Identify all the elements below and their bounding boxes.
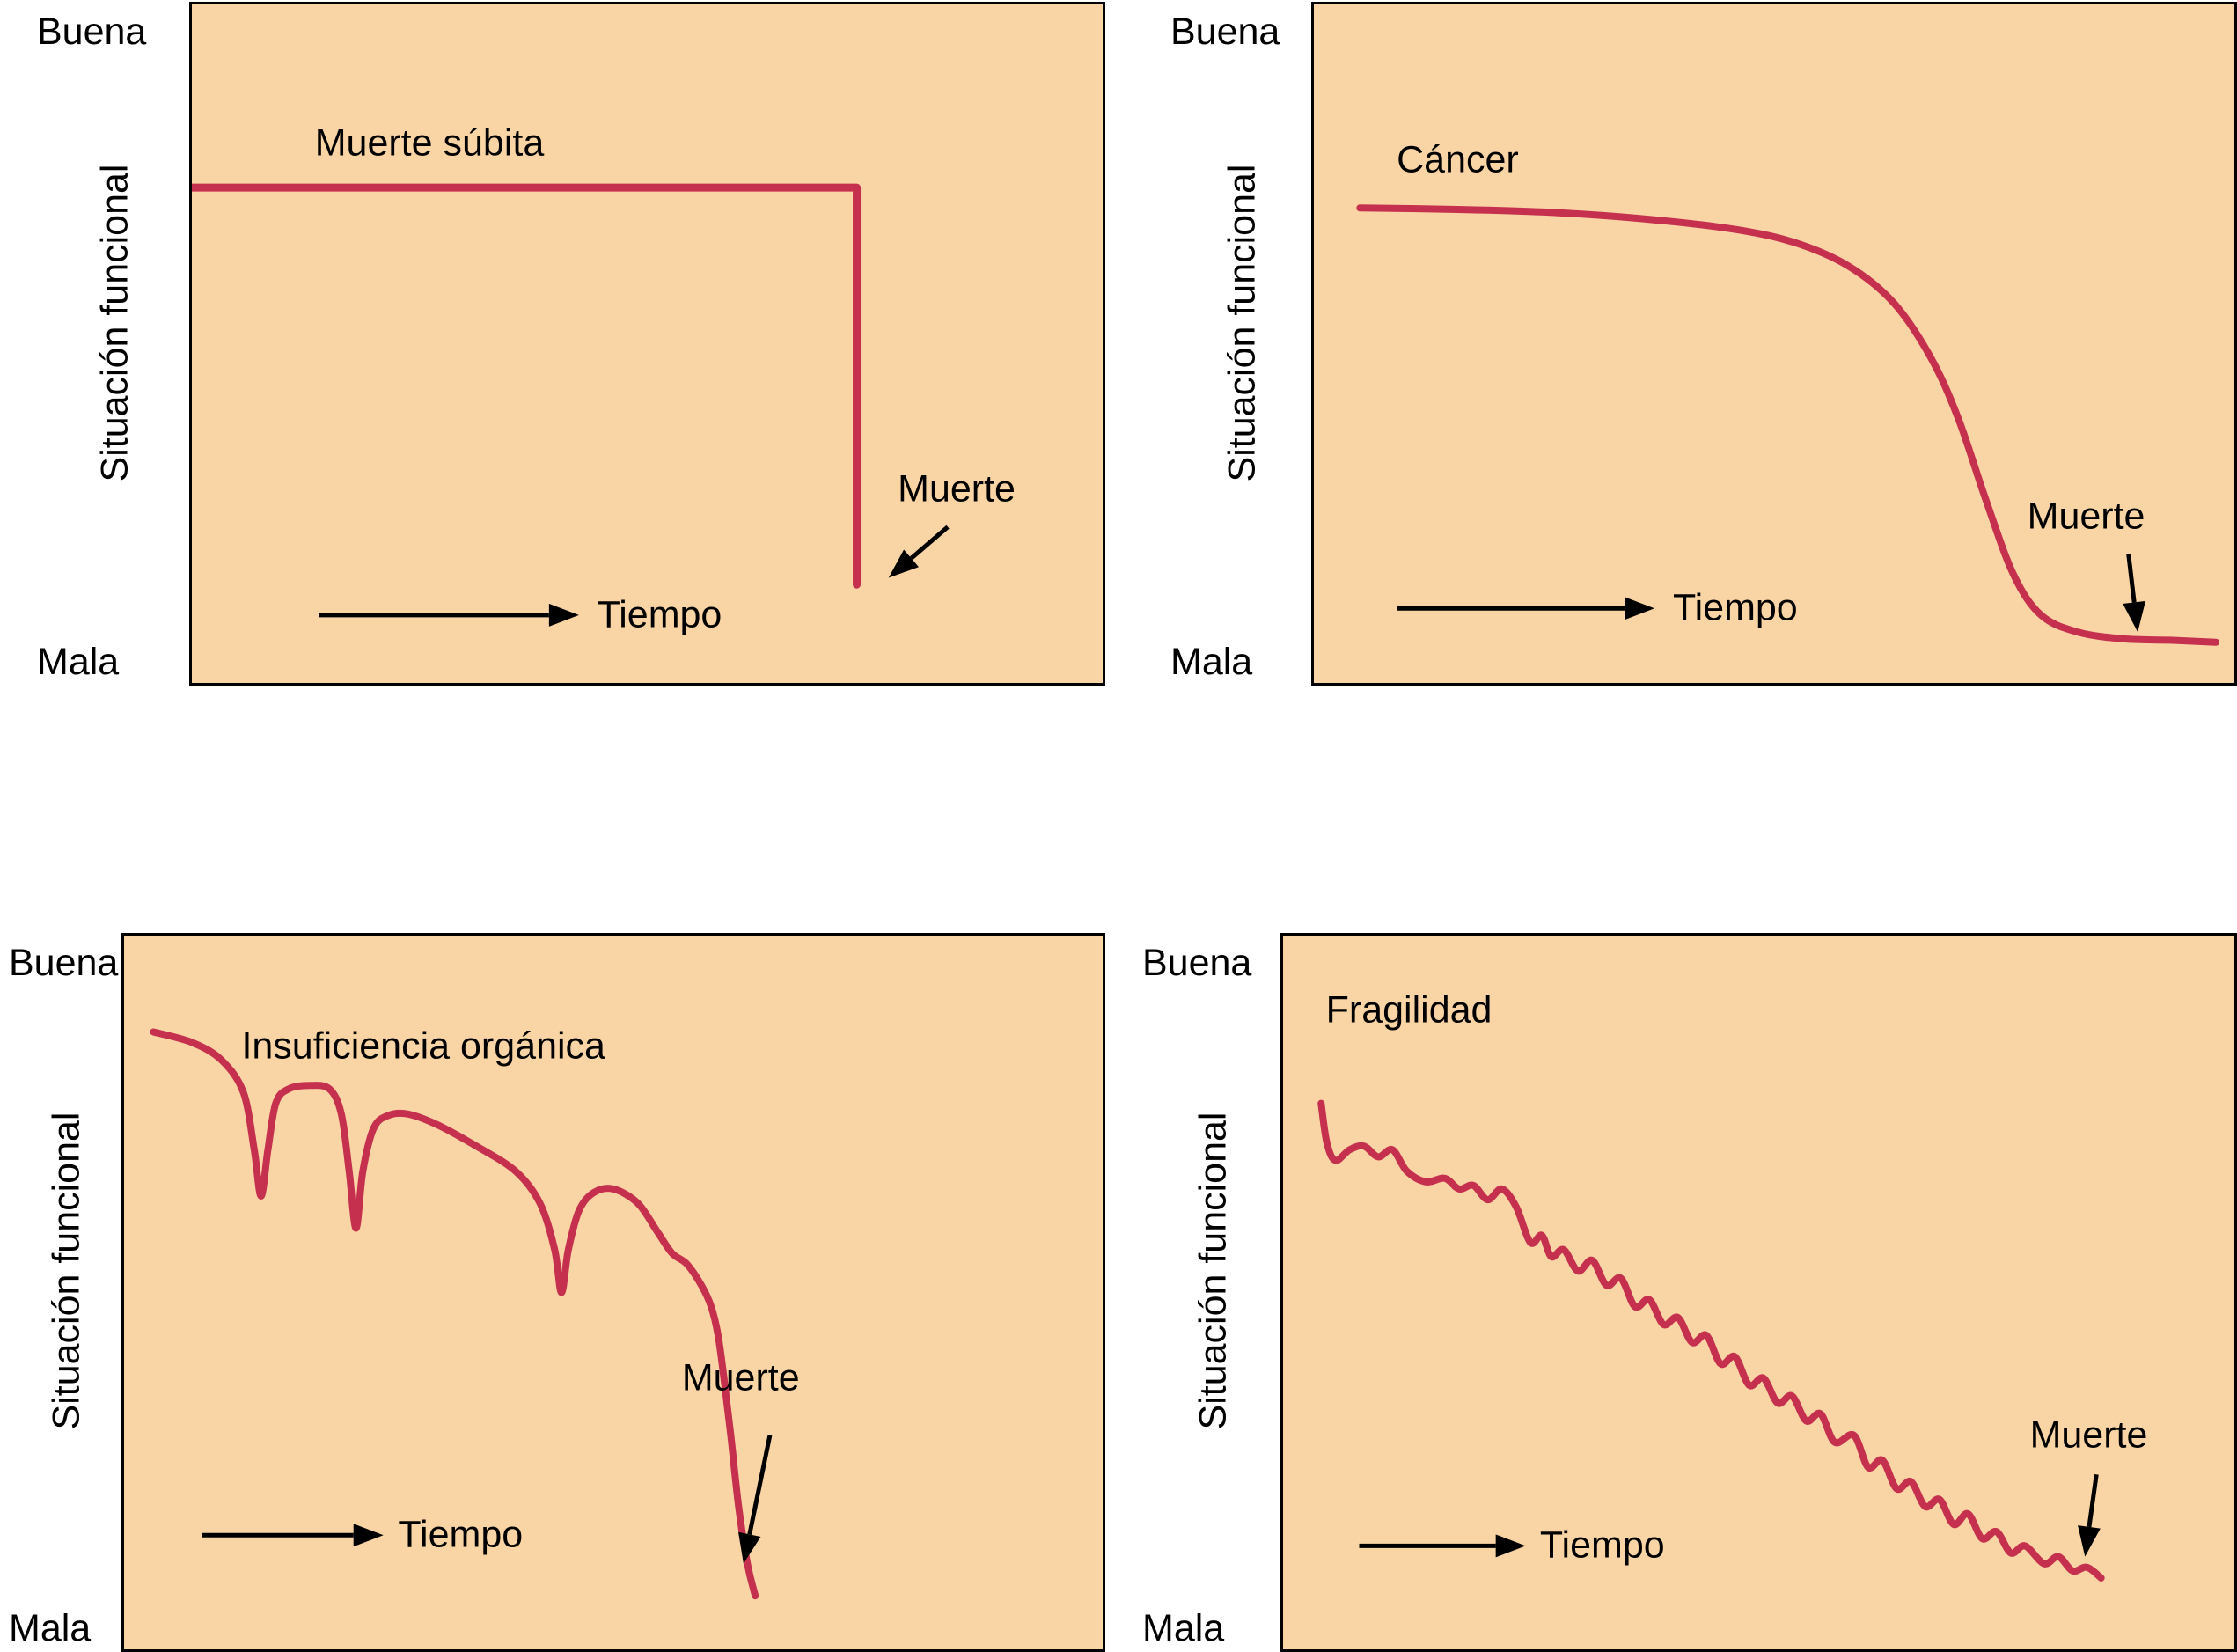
curve-title: Cáncer — [1397, 138, 1519, 181]
y-axis-bottom-label: Mala — [37, 641, 120, 683]
x-axis-label: Tiempo — [597, 593, 722, 636]
y-axis-bottom-label: Mala — [1170, 641, 1253, 683]
x-axis-label: Tiempo — [1672, 586, 1798, 629]
plot-area: Insuficiencia orgánica Tiempo Muerte — [121, 933, 1105, 1652]
y-axis-top-label: Buena — [9, 942, 119, 984]
x-axis-label: Tiempo — [1539, 1524, 1665, 1567]
y-axis: Buena Situación funcional Mala — [1169, 2, 1311, 686]
y-axis-top-label: Buena — [1170, 11, 1280, 53]
y-axis: Buena Situación funcional Mala — [35, 2, 189, 686]
y-axis-title: Situación funcional — [45, 1112, 88, 1430]
trajectory-curve — [1317, 1099, 2105, 1582]
trajectory-curve — [150, 1028, 773, 1600]
y-axis: Buena Situación funcional Mala — [1141, 933, 1280, 1652]
curve-title: Muerte súbita — [314, 121, 545, 165]
y-axis-bottom-label: Mala — [9, 1607, 92, 1649]
y-axis-top-label: Buena — [1142, 942, 1252, 984]
y-axis-title: Situación funcional — [1221, 164, 1264, 482]
panel-insuficiencia-organica: Buena Situación funcional Mala Insuficie… — [7, 933, 1105, 1652]
death-label: Muerte — [898, 467, 1016, 510]
plot-area: Cáncer Tiempo Muerte — [1311, 2, 2237, 686]
panel-fragilidad: Buena Situación funcional Mala Fragilida… — [1141, 933, 2237, 1652]
y-axis-bottom-label: Mala — [1142, 1607, 1225, 1649]
plot-area: Muerte súbita Tiempo Muerte — [189, 2, 1105, 686]
x-axis-label: Tiempo — [398, 1513, 524, 1556]
plot-area: Fragilidad Tiempo Muerte — [1280, 933, 2237, 1652]
panel-muerte-subita: Buena Situación funcional Mala Muerte sú… — [35, 2, 1105, 686]
death-label: Muerte — [2029, 1413, 2148, 1457]
curve-title: Fragilidad — [1325, 988, 1493, 1032]
y-axis-title: Situación funcional — [1192, 1112, 1235, 1430]
y-axis-top-label: Buena — [37, 11, 147, 53]
trajectory-curve — [192, 183, 950, 627]
y-axis-title: Situación funcional — [93, 164, 136, 482]
panel-cancer: Buena Situación funcional Mala Cáncer Ti… — [1169, 2, 2237, 686]
y-axis: Buena Situación funcional Mala — [7, 933, 121, 1652]
curve-title: Insuficiencia orgánica — [241, 1024, 605, 1068]
death-label: Muerte — [681, 1356, 800, 1399]
trajectory-curve — [1356, 204, 2220, 646]
death-label: Muerte — [2027, 495, 2145, 538]
